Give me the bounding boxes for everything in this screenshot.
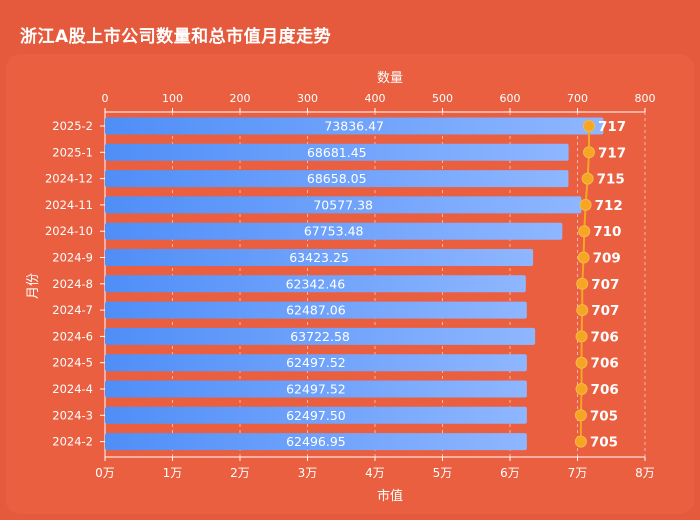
bar-value-label: 68658.05 [307, 171, 367, 186]
count-point [576, 304, 589, 317]
top-tick-label: 700 [567, 92, 588, 105]
bottom-axis-title: 市值 [377, 488, 403, 504]
count-value-label: 710 [593, 224, 621, 240]
count-point [578, 225, 591, 238]
count-point [577, 251, 590, 264]
top-tick-label: 800 [635, 92, 656, 105]
bar [105, 222, 563, 240]
bar [105, 196, 582, 214]
bottom-tick-label: 3万 [298, 466, 318, 480]
bottom-tick-label: 1万 [163, 466, 183, 480]
category-label: 2024-7 [52, 303, 93, 317]
bar [105, 406, 527, 424]
bar [105, 275, 526, 293]
category-label: 2024-4 [52, 382, 93, 396]
bar [105, 354, 527, 372]
count-point [582, 146, 595, 159]
bar-value-label: 62497.50 [286, 408, 346, 423]
top-tick-label: 600 [500, 92, 521, 105]
bar [105, 433, 527, 451]
count-value-label: 706 [591, 356, 619, 372]
y-axis-title: 月份 [26, 273, 41, 299]
bar [105, 117, 604, 135]
bottom-tick-label: 7万 [568, 466, 588, 480]
bar-value-label: 70577.38 [313, 197, 373, 212]
bar [105, 380, 527, 398]
category-label: 2024-9 [52, 251, 93, 265]
category-label: 2024-11 [45, 198, 93, 212]
category-label: 2025-1 [52, 145, 93, 159]
bar-value-label: 63722.58 [290, 329, 350, 344]
count-point [581, 172, 594, 185]
count-point [574, 435, 587, 448]
category-label: 2024-8 [52, 277, 93, 291]
bar [105, 327, 536, 345]
bar-value-label: 62496.95 [286, 434, 346, 449]
category-label: 2025-2 [52, 119, 93, 133]
bar-value-label: 73836.47 [324, 119, 384, 134]
count-value-label: 715 [597, 172, 625, 188]
bar [105, 301, 527, 319]
count-point [574, 409, 587, 422]
bottom-tick-label: 4万 [365, 466, 385, 480]
count-value-label: 717 [598, 119, 626, 135]
count-point [575, 330, 588, 343]
bar-value-label: 67753.48 [304, 224, 364, 239]
bottom-tick-label: 0万 [95, 466, 115, 480]
category-label: 2024-12 [45, 172, 93, 186]
category-label: 2024-3 [52, 408, 93, 422]
top-tick-label: 300 [297, 92, 318, 105]
top-tick-label: 200 [230, 92, 251, 105]
category-label: 2024-5 [52, 356, 93, 370]
count-value-label: 705 [590, 435, 618, 451]
bar-value-label: 62497.52 [286, 382, 346, 397]
bar-value-label: 62487.06 [286, 303, 346, 318]
bottom-tick-label: 5万 [433, 466, 453, 480]
bar-value-label: 63423.25 [289, 250, 349, 265]
chart-title: 浙江A股上市公司数量和总市值月度走势 [20, 27, 332, 47]
bar [105, 143, 569, 161]
count-value-label: 712 [595, 198, 623, 214]
bottom-tick-label: 2万 [230, 466, 250, 480]
bar-value-label: 62497.52 [286, 355, 346, 370]
count-value-label: 717 [598, 145, 626, 161]
count-value-label: 707 [591, 303, 619, 319]
bar [105, 170, 569, 188]
bar [105, 249, 534, 266]
count-value-label: 709 [593, 251, 621, 267]
count-value-label: 707 [591, 277, 619, 293]
bottom-tick-label: 6万 [500, 466, 520, 480]
top-tick-label: 400 [365, 92, 386, 105]
count-point [575, 356, 588, 369]
category-label: 2024-10 [45, 224, 93, 238]
bar-value-label: 68681.45 [307, 145, 367, 160]
bar-value-label: 62342.46 [286, 276, 346, 291]
top-tick-label: 100 [162, 92, 183, 105]
count-value-label: 706 [591, 382, 619, 398]
top-axis-title: 数量 [377, 71, 403, 86]
count-point [575, 383, 588, 395]
bottom-tick-label: 8万 [635, 466, 655, 480]
count-point [582, 120, 595, 132]
top-tick-label: 0 [102, 92, 109, 105]
count-point [579, 198, 592, 211]
top-tick-label: 500 [432, 92, 453, 105]
count-value-label: 705 [590, 408, 618, 424]
count-value-label: 706 [591, 329, 619, 345]
category-label: 2024-2 [52, 435, 93, 449]
category-label: 2024-6 [52, 329, 93, 343]
count-point [576, 277, 589, 290]
